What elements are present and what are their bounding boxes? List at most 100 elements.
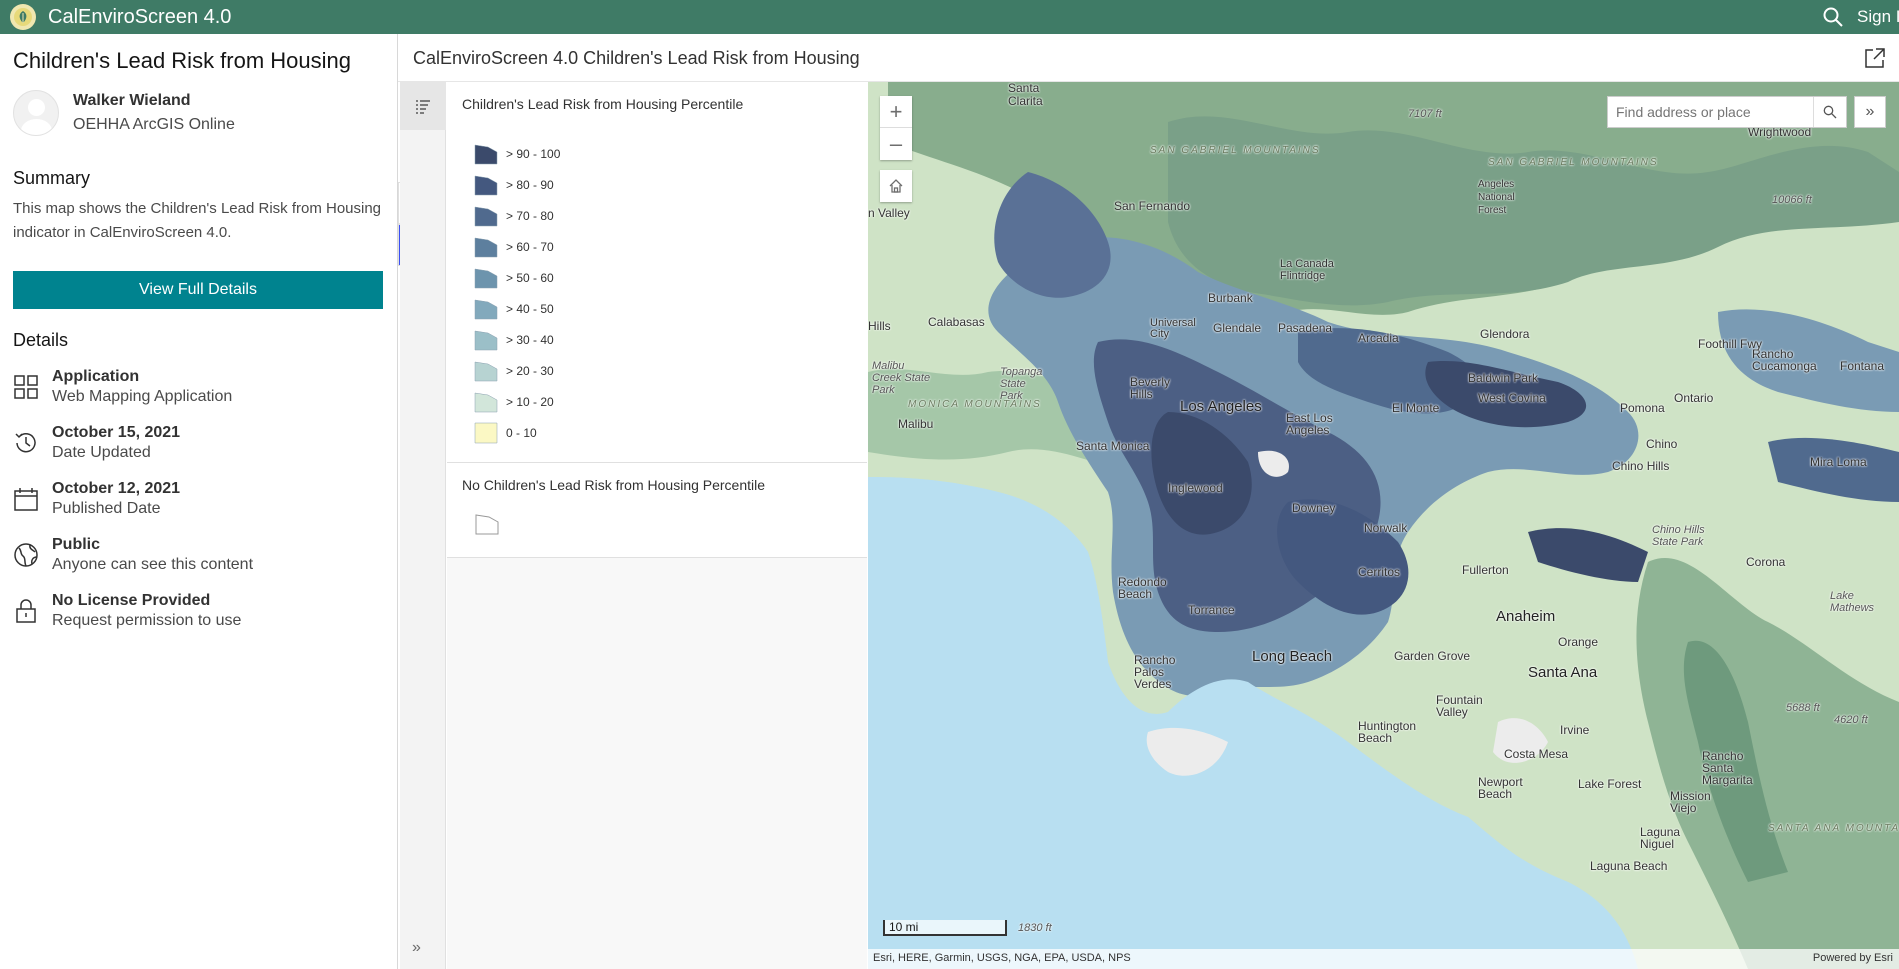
legend-class-label: > 90 - 100	[506, 146, 561, 161]
item-title: Children's Lead Risk from Housing	[13, 48, 352, 73]
zoom-out-button[interactable]: –	[889, 131, 903, 156]
detail-title: October 12, 2021	[52, 480, 181, 497]
map-label: Arcadia	[1358, 331, 1399, 345]
map-search-box	[1607, 96, 1847, 128]
map-label: Fountain Valley	[1436, 693, 1483, 719]
map-label: Newport Beach	[1478, 775, 1523, 801]
owner-name[interactable]: Walker Wieland	[73, 92, 191, 109]
map-label: West Covina	[1478, 391, 1546, 405]
history-icon	[13, 430, 39, 456]
collapse-chevrons-icon[interactable]: »	[1854, 96, 1886, 128]
detail-title: Public	[52, 536, 101, 553]
map-label: La Canada Flintridge	[1280, 258, 1334, 282]
legend-toggle-button[interactable]	[400, 82, 446, 130]
map-label: Santa Clarita	[1008, 82, 1043, 108]
legend-swatch	[474, 330, 498, 350]
map-label: SAN GABRIEL MOUNTAINS	[1488, 157, 1659, 168]
map-label: Corona	[1746, 555, 1786, 569]
detail-title: October 15, 2021	[52, 424, 181, 441]
map-label: Santa Monica	[1076, 439, 1150, 453]
legend-class-row: > 80 - 90	[474, 169, 867, 200]
avatar[interactable]	[13, 90, 59, 136]
map-label: Calabasas	[928, 315, 985, 329]
attribution-text[interactable]: Esri, HERE, Garmin, USGS, NGA, EPA, USDA…	[873, 952, 1131, 964]
share-icon[interactable]	[1863, 46, 1887, 70]
search-icon	[1823, 105, 1836, 119]
basemap	[868, 82, 1899, 969]
map-label: Redondo Beach	[1118, 575, 1167, 601]
legend-nodata-swatch	[475, 514, 499, 535]
map-label: Downey	[1292, 501, 1336, 515]
expand-chevrons-icon[interactable]: »	[412, 939, 421, 956]
legend-class-row: > 20 - 30	[474, 355, 867, 386]
map-title: CalEnviroScreen 4.0 Children's Lead Risk…	[413, 48, 860, 68]
calenviroscreen-logo-icon[interactable]	[10, 4, 36, 30]
map-search-button[interactable]	[1813, 97, 1845, 127]
top-app-bar: CalEnviroScreen 4.0 Sign In	[0, 0, 1899, 34]
map-view[interactable]: Santa Clarita 7107 ft SAN GABRIEL MOUNTA…	[868, 82, 1899, 969]
map-label: 1830 ft	[1018, 922, 1052, 934]
map-label: SAN GABRIEL MOUNTAINS	[1150, 145, 1321, 156]
map-label: Fullerton	[1462, 563, 1509, 577]
map-label: Rancho Cucamonga	[1752, 347, 1817, 373]
map-label: Hills	[868, 319, 891, 333]
map-label: Malibu Creek State Park	[872, 360, 931, 396]
detail-sub: Request permission to use	[52, 612, 242, 629]
legend-class-label: > 20 - 30	[506, 363, 554, 378]
legend-class-label: 0 - 10	[506, 425, 537, 440]
details-heading: Details	[13, 330, 69, 350]
lock-icon	[13, 598, 39, 624]
map-label: Wrightwood	[1748, 125, 1812, 139]
map-header: CalEnviroScreen 4.0 Children's Lead Risk…	[398, 34, 1899, 82]
legend-rows: > 90 - 100 > 80 - 90 > 70 - 80 > 60 - 70 > 5…	[447, 122, 867, 462]
map-label: Inglewood	[1168, 481, 1223, 495]
legend-swatch	[474, 361, 498, 381]
map-label: Norwalk	[1364, 521, 1408, 535]
summary-text: This map shows the Children's Lead Risk …	[13, 200, 382, 241]
detail-license: No License Provided Request permission to…	[13, 592, 241, 630]
map-label: Universal City	[1150, 317, 1196, 340]
legend-class-label: > 10 - 20	[506, 394, 554, 409]
legend-title: Children's Lead Risk from Housing Percen…	[462, 96, 744, 112]
map-label: El Monte	[1392, 401, 1440, 415]
detail-sub: Web Mapping Application	[52, 388, 233, 405]
app-title[interactable]: CalEnviroScreen 4.0	[48, 5, 232, 28]
detail-title: No License Provided	[52, 592, 211, 609]
detail-sharing: Public Anyone can see this content	[13, 536, 253, 574]
map-label: Costa Mesa	[1504, 747, 1569, 761]
map-label: Long Beach	[1252, 648, 1333, 665]
search-icon[interactable]	[1822, 6, 1844, 28]
legend-class-label: > 50 - 60	[506, 270, 554, 285]
map-label: 10066 ft	[1772, 194, 1812, 206]
legend-class-row: > 10 - 20	[474, 386, 867, 417]
detail-sub: Anyone can see this content	[52, 556, 254, 573]
legend-class-label: > 30 - 40	[506, 332, 554, 347]
item-owner: Walker Wieland OEHHA ArcGIS Online	[13, 90, 235, 136]
map-label: Laguna Niguel	[1640, 825, 1681, 851]
scale-bar: 10 mi	[883, 920, 1007, 936]
map-search-input[interactable]	[1608, 104, 1813, 120]
map-label: Torrance	[1188, 603, 1235, 617]
map-label: Fontana	[1840, 359, 1885, 373]
zoom-in-button[interactable]: +	[880, 96, 912, 128]
powered-by-esri[interactable]: Powered by Esri	[1812, 952, 1893, 964]
sign-in-link[interactable]: Sign In	[1857, 7, 1899, 26]
map-label: 4620 ft	[1834, 714, 1868, 726]
legend-swatch	[474, 268, 498, 288]
home-button[interactable]	[880, 170, 912, 202]
legend-panel: Children's Lead Risk from Housing Percen…	[447, 82, 867, 969]
zoom-controls: + –	[880, 96, 912, 160]
map-label: Ontario	[1674, 391, 1714, 405]
map-label: Santa Ana	[1528, 664, 1598, 681]
grid-icon	[13, 374, 39, 400]
map-attribution: Esri, HERE, Garmin, USGS, NGA, EPA, USDA…	[868, 949, 1899, 969]
legend-class-label: > 40 - 50	[506, 301, 554, 316]
view-full-details-button[interactable]: View Full Details	[13, 271, 383, 309]
calendar-icon	[13, 486, 39, 512]
legend-class-label: > 80 - 90	[506, 177, 554, 192]
map-label: Rancho Santa Margarita	[1702, 749, 1753, 787]
legend-swatch	[474, 175, 498, 195]
map-label: East Los Angeles	[1286, 411, 1333, 437]
map-label: Angeles National Forest	[1478, 179, 1515, 216]
map-label: San Fernando	[1114, 199, 1191, 213]
